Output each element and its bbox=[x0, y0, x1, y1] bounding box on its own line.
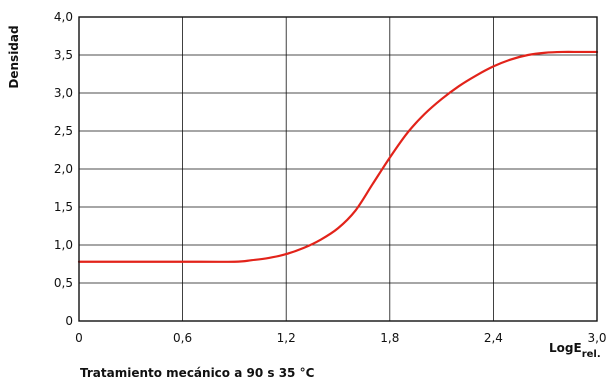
y-tick-label: 1,5 bbox=[54, 200, 73, 214]
chart-caption: Tratamiento mecánico a 90 s 35 °C bbox=[80, 366, 315, 380]
y-tick-label: 0 bbox=[65, 314, 73, 328]
x-axis-title-subscript: rel. bbox=[582, 349, 601, 360]
x-tick-label: 2,4 bbox=[484, 331, 503, 345]
plot-frame bbox=[78, 16, 598, 322]
y-tick-label: 1,0 bbox=[54, 238, 73, 252]
x-tick-label: 0 bbox=[75, 331, 83, 345]
y-tick-label: 2,5 bbox=[54, 124, 73, 138]
y-axis-ticks: 0 1,0 0,5 1,5 2,0 2,5 3,0 3,5 4,0 bbox=[54, 10, 73, 328]
grid-lines bbox=[78, 16, 598, 322]
y-tick-label: 4,0 bbox=[54, 10, 73, 24]
density-curve-line bbox=[77, 50, 599, 263]
y-tick-label: 2,0 bbox=[54, 162, 73, 176]
y-tick-label: 3,5 bbox=[54, 48, 73, 62]
x-tick-label: 1,8 bbox=[380, 331, 399, 345]
y-tick-label: 0,5 bbox=[54, 276, 73, 290]
y-axis-title: Densidad bbox=[7, 25, 21, 88]
x-tick-label: 1,2 bbox=[277, 331, 296, 345]
x-axis-title-main: LogE bbox=[549, 341, 582, 355]
y-tick-label: 3,0 bbox=[54, 86, 73, 100]
x-tick-label: 3,0 bbox=[587, 331, 606, 345]
x-axis-title: LogErel. bbox=[549, 341, 601, 360]
x-axis-ticks: 0 0,6 1,2 1,8 2,4 3,0 bbox=[75, 331, 606, 345]
x-tick-label: 0,6 bbox=[173, 331, 192, 345]
